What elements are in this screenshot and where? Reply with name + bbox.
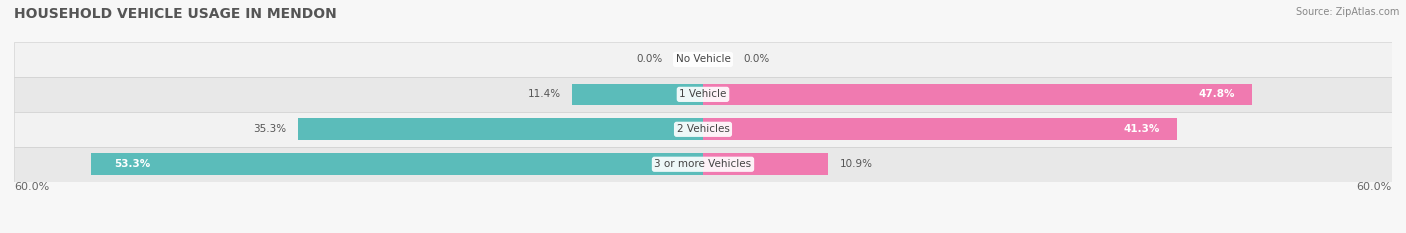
Text: 0.0%: 0.0% [744, 55, 769, 64]
Bar [572, 84, 703, 105]
Bar [14, 147, 1392, 182]
Text: 3 or more Vehicles: 3 or more Vehicles [654, 159, 752, 169]
Text: 2 Vehicles: 2 Vehicles [676, 124, 730, 134]
Bar [703, 154, 828, 175]
Text: 41.3%: 41.3% [1123, 124, 1160, 134]
Text: 60.0%: 60.0% [1357, 182, 1392, 192]
Text: 10.9%: 10.9% [839, 159, 873, 169]
Bar [703, 118, 1177, 140]
Bar [703, 84, 1251, 105]
Text: 35.3%: 35.3% [253, 124, 287, 134]
Text: Source: ZipAtlas.com: Source: ZipAtlas.com [1295, 7, 1399, 17]
Text: 60.0%: 60.0% [14, 182, 49, 192]
Text: 53.3%: 53.3% [114, 159, 150, 169]
Text: 47.8%: 47.8% [1198, 89, 1234, 99]
Text: 0.0%: 0.0% [637, 55, 662, 64]
Text: HOUSEHOLD VEHICLE USAGE IN MENDON: HOUSEHOLD VEHICLE USAGE IN MENDON [14, 7, 337, 21]
Bar [14, 77, 1392, 112]
Text: 11.4%: 11.4% [527, 89, 561, 99]
Bar [14, 112, 1392, 147]
Bar [91, 154, 703, 175]
Bar [14, 42, 1392, 77]
Legend: Owner-occupied, Renter-occupied: Owner-occupied, Renter-occupied [583, 230, 823, 233]
Text: 1 Vehicle: 1 Vehicle [679, 89, 727, 99]
Bar [298, 118, 703, 140]
Text: No Vehicle: No Vehicle [675, 55, 731, 64]
